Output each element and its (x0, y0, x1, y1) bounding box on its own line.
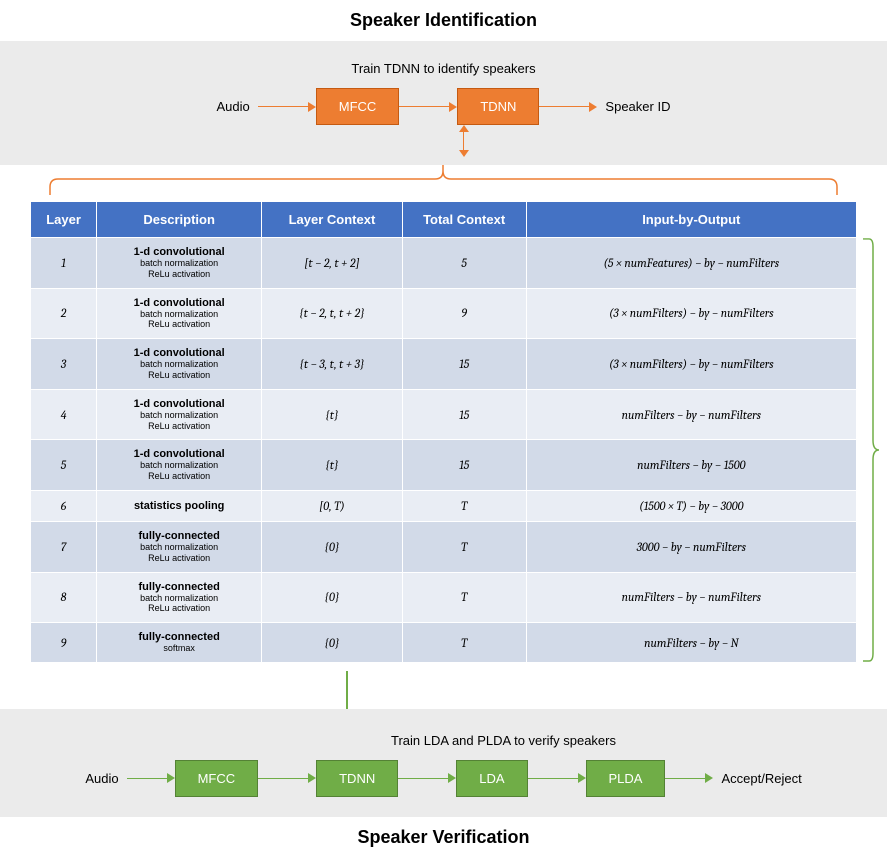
cell-io: (3 × numFilters) − by − numFilters (526, 288, 856, 339)
mfcc-box: MFCC (316, 88, 400, 125)
cell-total: T (402, 572, 526, 623)
cell-layer: 7 (31, 521, 97, 572)
arrow-icon (528, 773, 586, 783)
col-description: Description (97, 202, 262, 238)
cell-ctx: {0} (262, 521, 402, 572)
cell-ctx: {0} (262, 623, 402, 663)
verification-title: Speaker Verification (0, 817, 887, 858)
identification-panel: Train TDNN to identify speakers Audio MF… (0, 41, 887, 165)
tdnn-table-wrap: Layer Description Layer Context Total Co… (0, 201, 887, 663)
col-layer: Layer (31, 202, 97, 238)
cell-io: (3 × numFilters) − by − numFilters (526, 339, 856, 390)
table-row: 4 1-d convolutionalbatch normalizationRe… (31, 389, 857, 440)
cell-total: 5 (402, 238, 526, 289)
cell-desc: fully-connectedsoftmax (97, 623, 262, 663)
cell-desc: 1-d convolutionalbatch normalizationReLu… (97, 238, 262, 289)
cell-io: numFilters − by − N (526, 623, 856, 663)
table-row: 3 1-d convolutionalbatch normalizationRe… (31, 339, 857, 390)
double-arrow-icon (459, 125, 469, 157)
verification-subtitle: Train LDA and PLDA to verify speakers (160, 733, 847, 748)
table-row: 8 fully-connectedbatch normalizationReLu… (31, 572, 857, 623)
cell-ctx: {t − 2, t, t + 2} (262, 288, 402, 339)
cell-ctx: [0, T) (262, 490, 402, 521)
arrow-icon (398, 773, 456, 783)
arrow-icon (665, 773, 713, 783)
table-row: 2 1-d convolutionalbatch normalizationRe… (31, 288, 857, 339)
cell-total: 15 (402, 339, 526, 390)
cell-layer: 2 (31, 288, 97, 339)
cell-io: (1500 × T) − by − 3000 (526, 490, 856, 521)
table-row: 9 fully-connectedsoftmax {0} T numFilter… (31, 623, 857, 663)
cell-total: 15 (402, 389, 526, 440)
cell-desc: fully-connectedbatch normalizationReLu a… (97, 521, 262, 572)
cell-ctx: {t} (262, 389, 402, 440)
cell-layer: 4 (31, 389, 97, 440)
arrow-icon (399, 102, 457, 112)
arrow-icon (127, 773, 175, 783)
plda-box: PLDA (586, 760, 666, 797)
cell-layer: 1 (31, 238, 97, 289)
col-total-context: Total Context (402, 202, 526, 238)
side-bracket (863, 237, 879, 663)
verification-flow: Audio MFCC TDNN LDA PLDA Accept/Reject (40, 760, 847, 797)
cell-total: T (402, 623, 526, 663)
cell-desc: 1-d convolutionalbatch normalizationReLu… (97, 339, 262, 390)
cell-io: (5 × numFeatures) − by − numFilters (526, 238, 856, 289)
col-layer-context: Layer Context (262, 202, 402, 238)
identification-flow: Audio MFCC TDNN Speaker ID (40, 88, 847, 125)
cell-total: T (402, 521, 526, 572)
brace-connector (0, 165, 887, 201)
cell-desc: 1-d convolutionalbatch normalizationReLu… (97, 440, 262, 491)
cell-desc: 1-d convolutionalbatch normalizationReLu… (97, 389, 262, 440)
arrow-icon (258, 773, 316, 783)
tdnn-box: TDNN (457, 88, 539, 125)
cell-io: numFilters − by − 1500 (526, 440, 856, 491)
table-row: 1 1-d convolutionalbatch normalizationRe… (31, 238, 857, 289)
table-row: 6 statistics pooling [0, T) T (1500 × T)… (31, 490, 857, 521)
cell-layer: 8 (31, 572, 97, 623)
mfcc-box: MFCC (175, 760, 259, 797)
identification-title: Speaker Identification (0, 0, 887, 41)
col-io: Input-by-Output (526, 202, 856, 238)
table-header-row: Layer Description Layer Context Total Co… (31, 202, 857, 238)
cell-ctx: {t} (262, 440, 402, 491)
cell-ctx: {0} (262, 572, 402, 623)
cell-total: 15 (402, 440, 526, 491)
cell-layer: 3 (31, 339, 97, 390)
verification-output: Accept/Reject (713, 771, 809, 786)
cell-io: numFilters − by − numFilters (526, 389, 856, 440)
table-row: 7 fully-connectedbatch normalizationReLu… (31, 521, 857, 572)
arrow-icon (258, 102, 316, 112)
cell-desc: fully-connectedbatch normalizationReLu a… (97, 572, 262, 623)
tdnn-box: TDNN (316, 760, 398, 797)
arrow-icon (539, 102, 597, 112)
cell-ctx: {t − 3, t, t + 3} (262, 339, 402, 390)
tdnn-table: Layer Description Layer Context Total Co… (30, 201, 857, 663)
cell-layer: 9 (31, 623, 97, 663)
lda-box: LDA (456, 760, 527, 797)
cell-ctx: [t − 2, t + 2] (262, 238, 402, 289)
cell-desc: statistics pooling (97, 490, 262, 521)
cell-layer: 6 (31, 490, 97, 521)
identification-output: Speaker ID (597, 99, 678, 114)
cell-desc: 1-d convolutionalbatch normalizationReLu… (97, 288, 262, 339)
cell-total: T (402, 490, 526, 521)
verification-panel: Train LDA and PLDA to verify speakers Au… (0, 709, 887, 817)
cell-layer: 5 (31, 440, 97, 491)
table-row: 5 1-d convolutionalbatch normalizationRe… (31, 440, 857, 491)
cell-io: numFilters − by − numFilters (526, 572, 856, 623)
identification-input: Audio (209, 99, 258, 114)
verification-input: Audio (77, 771, 126, 786)
identification-subtitle: Train TDNN to identify speakers (40, 61, 847, 76)
cell-io: 3000 − by − numFilters (526, 521, 856, 572)
cell-total: 9 (402, 288, 526, 339)
